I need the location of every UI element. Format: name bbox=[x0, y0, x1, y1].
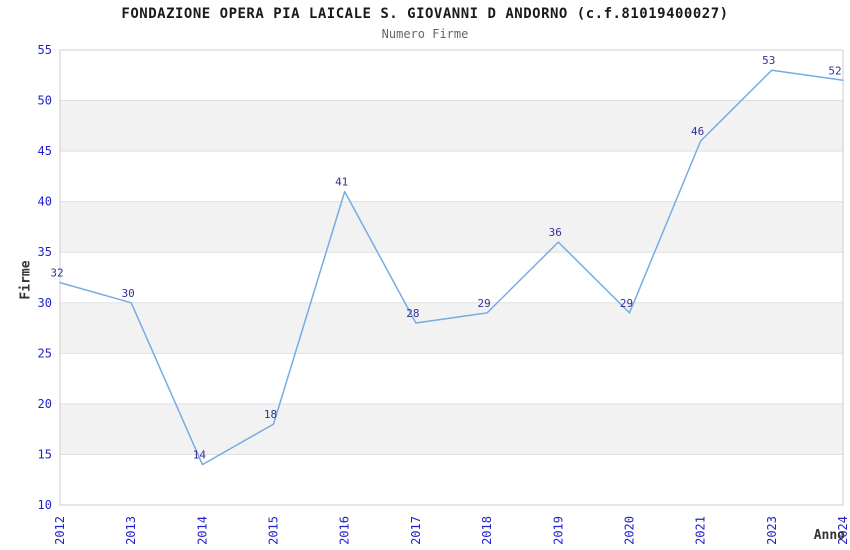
y-tick-label: 50 bbox=[38, 94, 52, 108]
x-tick-label: 2017 bbox=[409, 516, 423, 545]
y-tick-label: 20 bbox=[38, 397, 52, 411]
data-point-label: 53 bbox=[762, 54, 775, 67]
y-tick-label: 15 bbox=[38, 447, 52, 461]
data-point-label: 29 bbox=[477, 297, 490, 310]
data-point-label: 41 bbox=[335, 176, 348, 189]
data-point-label: 32 bbox=[50, 267, 63, 280]
y-tick-label: 40 bbox=[38, 195, 52, 209]
x-tick-label: 2018 bbox=[480, 516, 494, 545]
y-tick-label: 25 bbox=[38, 346, 52, 360]
y-tick-label: 45 bbox=[38, 144, 52, 158]
data-line bbox=[59, 69, 844, 466]
x-tick-label: 2015 bbox=[267, 516, 281, 545]
x-tick-label: 2023 bbox=[765, 516, 779, 545]
data-point-label: 28 bbox=[406, 307, 419, 320]
data-point-label: 29 bbox=[620, 297, 633, 310]
grid-band bbox=[60, 403, 843, 455]
x-tick-label: 2016 bbox=[338, 516, 352, 545]
chart-subtitle: Numero Firme bbox=[381, 27, 469, 41]
x-tick-label: 2019 bbox=[551, 516, 565, 545]
chart-title: FONDAZIONE OPERA PIA LAICALE S. GIOVANNI… bbox=[121, 6, 729, 22]
data-point-label: 52 bbox=[828, 64, 841, 77]
y-tick-label: 55 bbox=[38, 43, 52, 57]
grid-band bbox=[60, 201, 843, 253]
plot-border bbox=[59, 49, 844, 506]
x-tick-label: 2024 bbox=[836, 516, 850, 545]
x-axis-title: Anno bbox=[813, 528, 845, 543]
data-point-label: 46 bbox=[691, 125, 704, 138]
grid-band bbox=[60, 302, 843, 354]
y-axis-title: Firme bbox=[18, 260, 34, 300]
x-tick-label: 2012 bbox=[53, 516, 67, 545]
x-tick-label: 2021 bbox=[694, 516, 708, 545]
data-point-label: 18 bbox=[264, 408, 277, 421]
grid-band bbox=[60, 100, 843, 152]
x-tick-label: 2020 bbox=[623, 516, 637, 545]
x-tick-label: 2014 bbox=[195, 516, 209, 545]
data-point-label: 30 bbox=[122, 287, 135, 300]
data-point-label: 14 bbox=[193, 449, 207, 462]
y-tick-label: 10 bbox=[38, 498, 52, 512]
y-tick-label: 35 bbox=[38, 245, 52, 259]
y-tick-label: 30 bbox=[38, 296, 52, 310]
data-point-label: 36 bbox=[549, 226, 562, 239]
x-tick-label: 2013 bbox=[124, 516, 138, 545]
